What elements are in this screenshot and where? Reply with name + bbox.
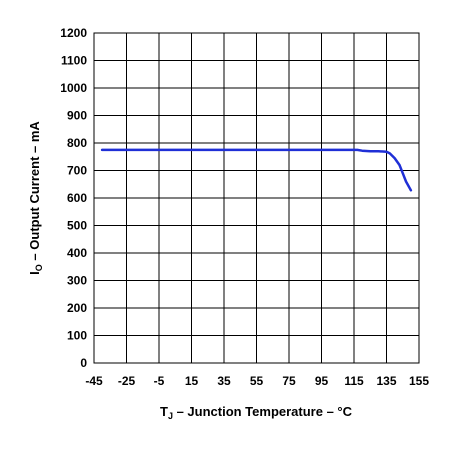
x-tick-label: -5 [154,374,165,388]
y-tick-label: 800 [67,136,87,150]
series-layer [100,148,413,192]
y-tick-labels: 0 100 200 300 400 500 600 700 800 900 1000 1100 1200 [60,26,87,370]
y-tick-label: 100 [67,329,87,343]
y-tick-label: 900 [67,109,87,123]
x-tick-label: 35 [217,374,231,388]
plot-frame [93,32,420,364]
x-tick-label: 115 [344,374,364,388]
x-tick-label: -25 [118,374,136,388]
y-tick-label: 200 [67,301,87,315]
y-tick-label: 600 [67,191,87,205]
x-tick-label: 75 [282,374,296,388]
x-tick-labels: -45 -25 -5 15 35 55 75 95 115 135 155 [85,374,429,388]
y-tick-label: 1200 [60,26,87,40]
x-tick-label: 15 [185,374,199,388]
y-tick-label: 1000 [60,81,87,95]
x-tick-label: 135 [376,374,396,388]
y-tick-label: 300 [67,274,87,288]
gridlines [93,32,420,364]
x-tick-label: 155 [409,374,429,388]
y-axis-label: IO – Output Current – mA [27,121,44,275]
x-tick-label: 55 [250,374,264,388]
y-tick-label: 0 [80,356,87,370]
series-line-0 [100,148,413,192]
y-tick-label: 400 [67,246,87,260]
x-tick-label: -45 [85,374,103,388]
x-tick-label: 95 [315,374,329,388]
y-tick-label: 500 [67,219,87,233]
y-tick-label: 1100 [61,54,87,68]
x-axis-label: TJ – Junction Temperature – °C [160,404,353,421]
y-tick-label: 700 [67,164,87,178]
